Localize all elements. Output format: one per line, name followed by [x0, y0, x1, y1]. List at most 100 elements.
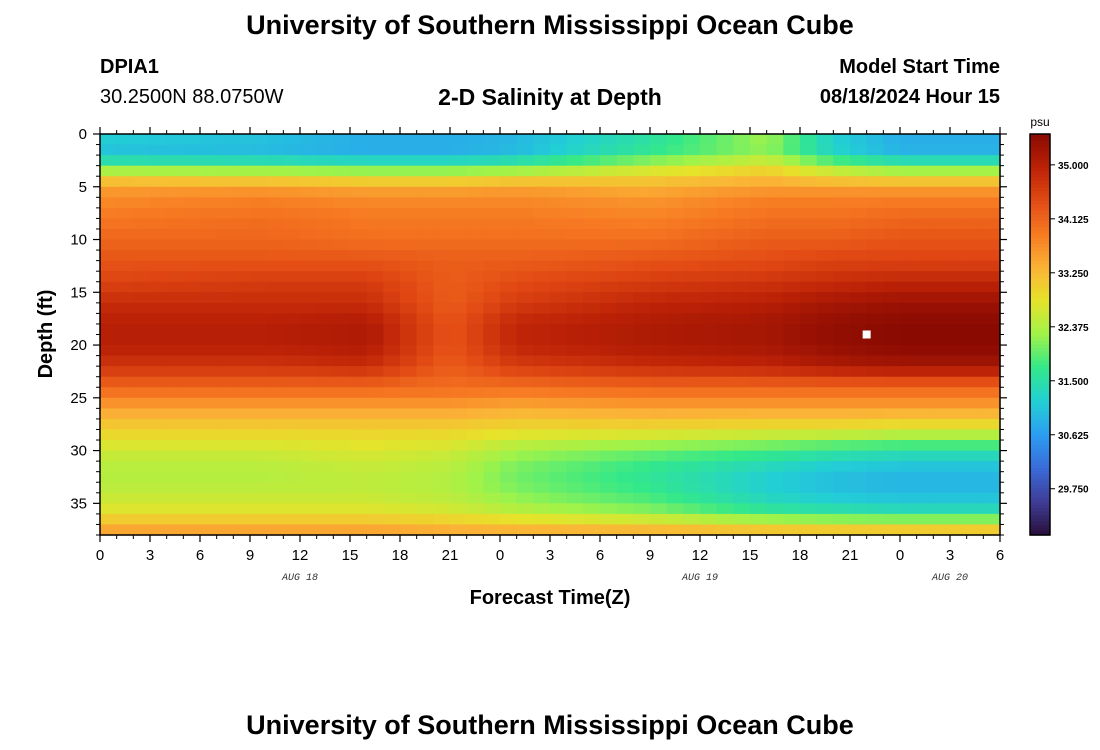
heatmap-cell [966, 503, 984, 515]
heatmap-cell [466, 524, 484, 536]
heatmap-cell [966, 513, 984, 526]
colorbar-segment [1030, 438, 1050, 443]
heatmap-cell [833, 134, 851, 146]
heatmap-cell [866, 355, 884, 367]
heatmap-cell [616, 176, 634, 188]
colorbar-segment [1030, 321, 1050, 326]
colorbar-tick-label: 30.625 [1058, 431, 1089, 442]
heatmap-cell [433, 429, 451, 441]
colorbar-frame [1029, 133, 1051, 536]
heatmap-cell [133, 144, 151, 156]
heatmap-cell [850, 134, 868, 146]
heatmap-cell [550, 218, 568, 230]
heatmap-cell [550, 165, 568, 177]
heatmap-cell [600, 461, 618, 473]
heatmap-cell [450, 345, 468, 357]
heatmap-cell [900, 155, 918, 167]
heatmap-cell [500, 429, 518, 441]
heatmap-cell [933, 155, 951, 167]
heatmap-cell [483, 260, 501, 272]
colorbar-segment [1030, 371, 1050, 376]
heatmap-cell [466, 376, 484, 388]
heatmap-cell [350, 176, 368, 188]
heatmap-cell [766, 186, 784, 198]
heatmap-cell [333, 492, 351, 504]
heatmap-cell [483, 492, 501, 504]
heatmap-cell [950, 292, 968, 304]
heatmap-cell [266, 165, 284, 177]
heatmap-cell [366, 482, 384, 494]
heatmap-cell [650, 376, 668, 388]
heatmap-cell [933, 302, 951, 314]
colorbar-segment [1030, 334, 1050, 339]
heatmap-cell [100, 524, 118, 536]
heatmap-cell [133, 334, 151, 346]
heatmap-cell [983, 440, 1001, 452]
heatmap-cell [266, 281, 284, 293]
heatmap-cell [233, 281, 251, 293]
heatmap-cell [833, 418, 851, 431]
heatmap-cell [633, 345, 651, 357]
heatmap-cell [516, 387, 534, 399]
heatmap-cell [883, 271, 901, 283]
heatmap-cell [483, 440, 501, 452]
heatmap-cell [683, 239, 701, 251]
heatmap-cell [600, 134, 618, 146]
heatmap-cell [250, 228, 268, 241]
heatmap-cell [316, 429, 334, 441]
heatmap-cell [133, 186, 151, 198]
heatmap-cell [966, 207, 984, 220]
heatmap-cell [450, 155, 468, 167]
colorbar-segment [1030, 220, 1050, 225]
heatmap-cell [633, 250, 651, 262]
heatmap-cell [333, 197, 351, 209]
heatmap-cell [166, 429, 184, 441]
heatmap-cell [400, 345, 418, 357]
heatmap-cell [983, 218, 1001, 230]
heatmap-cell [850, 292, 868, 304]
heatmap-cell [616, 292, 634, 304]
heatmap-cell [650, 503, 668, 515]
heatmap-cell [483, 503, 501, 515]
heatmap-cell [300, 334, 318, 346]
heatmap-cell [350, 418, 368, 431]
heatmap-cell [866, 239, 884, 251]
heatmap-cell [966, 429, 984, 441]
heatmap-cell [666, 218, 684, 230]
colorbar-segment [1030, 434, 1050, 439]
heatmap-cell [516, 260, 534, 272]
colorbar-segment [1030, 367, 1050, 372]
heatmap-cell [133, 513, 151, 526]
heatmap-cell [700, 387, 718, 399]
heatmap-cell [633, 387, 651, 399]
heatmap-cell [833, 176, 851, 188]
heatmap-cell [950, 492, 968, 504]
heatmap-cell [400, 366, 418, 378]
heatmap-cell [816, 461, 834, 473]
heatmap-cell [250, 165, 268, 177]
heatmap-cell [816, 429, 834, 441]
heatmap-cell [433, 250, 451, 262]
heatmap-cell [433, 524, 451, 536]
colorbar-tick-label: 31.500 [1058, 377, 1089, 388]
colorbar-segment [1030, 260, 1050, 265]
heatmap-cell [916, 302, 934, 314]
heatmap-cell [583, 429, 601, 441]
heatmap-cell [616, 450, 634, 462]
heatmap-cell [133, 197, 151, 209]
colorbar-segment [1030, 491, 1050, 496]
heatmap-cell [816, 492, 834, 504]
heatmap-cell [650, 418, 668, 431]
heatmap-cell [416, 239, 434, 251]
heatmap-cell [116, 450, 134, 462]
heatmap-cell [700, 513, 718, 526]
heatmap-cell [616, 492, 634, 504]
heatmap-cell [750, 323, 768, 336]
heatmap-cell [383, 524, 401, 536]
heatmap-cell [850, 376, 868, 388]
heatmap-cell [733, 397, 751, 409]
heatmap-cell [133, 292, 151, 304]
heatmap-cell [166, 513, 184, 526]
heatmap-cell [200, 292, 218, 304]
heatmap-cell [833, 461, 851, 473]
